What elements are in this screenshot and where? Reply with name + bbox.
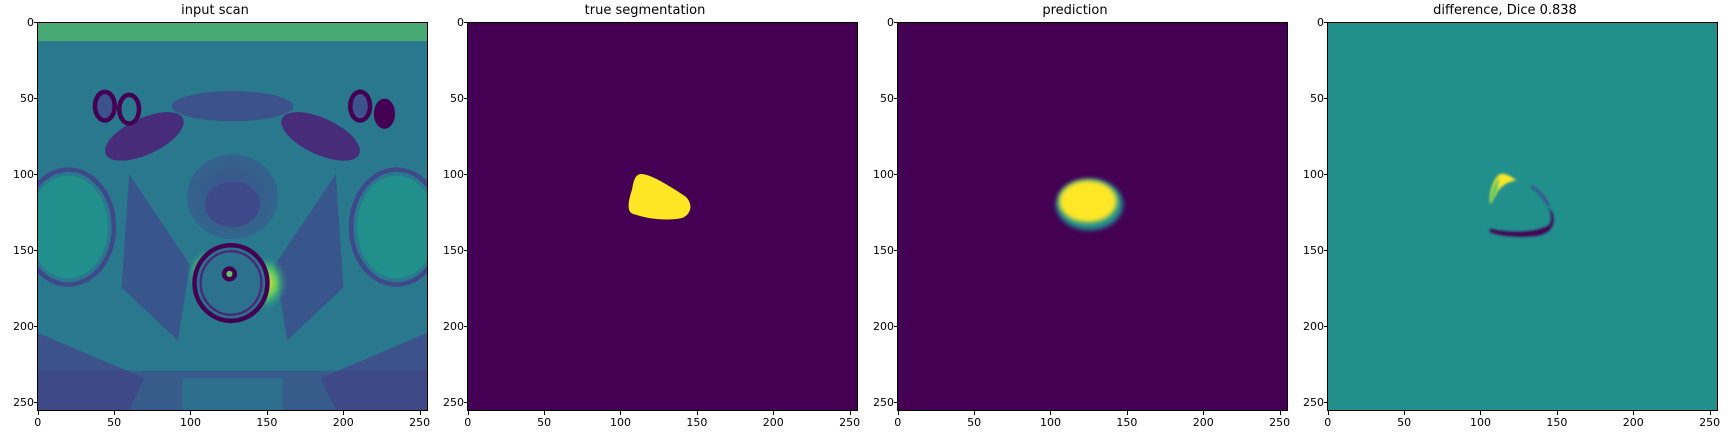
y-tick-label: 100 <box>430 169 468 180</box>
y-tick-label: 250 <box>0 397 38 408</box>
x-tick-label: 200 <box>1183 411 1223 429</box>
x-tick-label: 50 <box>954 411 994 429</box>
y-tick-label: 150 <box>0 245 38 256</box>
panel-true-segmentation: true segmentation 0 50 100 150 200 250 0 50 100… <box>430 0 860 432</box>
difference-image <box>1327 22 1718 411</box>
y-tick-label: 250 <box>430 397 468 408</box>
x-tick-label: 0 <box>448 411 488 429</box>
y-tick-label: 100 <box>860 169 898 180</box>
x-tick-label: 50 <box>94 411 134 429</box>
x-tick-label: 0 <box>18 411 58 429</box>
panel-title: true segmentation <box>584 3 706 18</box>
x-tick-label: 100 <box>600 411 640 429</box>
true-mask-image <box>467 22 858 411</box>
y-tick-label: 0 <box>860 17 898 28</box>
x-tick-label: 150 <box>1537 411 1577 429</box>
true-mask-graphic <box>468 23 857 410</box>
y-tick-label: 50 <box>860 93 898 104</box>
x-tick-label: 100 <box>1030 411 1070 429</box>
y-tick-label: 0 <box>0 17 38 28</box>
x-tick-label: 0 <box>1308 411 1348 429</box>
y-tick-label: 100 <box>1290 169 1328 180</box>
scan-image <box>37 22 428 411</box>
x-tick-label: 100 <box>170 411 210 429</box>
x-tick-label: 150 <box>1107 411 1147 429</box>
y-tick-label: 200 <box>0 321 38 332</box>
panel-prediction: prediction 0 50 100 150 200 250 0 50 100 150 200 2… <box>860 0 1290 432</box>
y-tick-label: 50 <box>0 93 38 104</box>
y-tick-label: 250 <box>860 397 898 408</box>
y-tick-label: 150 <box>1290 245 1328 256</box>
y-tick-label: 100 <box>0 169 38 180</box>
panel-input-scan: input scan <box>0 0 430 432</box>
x-tick-label: 150 <box>677 411 717 429</box>
y-tick-label: 200 <box>1290 321 1328 332</box>
panel-title: difference, Dice 0.838 <box>1433 3 1577 18</box>
x-tick-label: 250 <box>1260 411 1300 429</box>
x-tick-label: 0 <box>878 411 918 429</box>
x-tick-label: 50 <box>1384 411 1424 429</box>
y-tick-label: 250 <box>1290 397 1328 408</box>
y-tick-label: 200 <box>860 321 898 332</box>
x-tick-label: 100 <box>1460 411 1500 429</box>
x-tick-label: 200 <box>1613 411 1653 429</box>
y-tick-label: 0 <box>430 17 468 28</box>
x-tick-label: 200 <box>323 411 363 429</box>
y-tick-label: 200 <box>430 321 468 332</box>
x-tick-label: 150 <box>247 411 287 429</box>
x-tick-label: 250 <box>830 411 870 429</box>
x-tick-label: 50 <box>524 411 564 429</box>
y-tick-label: 0 <box>1290 17 1328 28</box>
difference-graphic <box>1328 23 1717 410</box>
y-tick-label: 50 <box>430 93 468 104</box>
y-tick-label: 150 <box>860 245 898 256</box>
scan-graphic <box>38 23 427 410</box>
prediction-image <box>897 22 1288 411</box>
panel-title: prediction <box>1042 3 1108 18</box>
panel-difference: difference, Dice 0.838 0 50 100 150 200 250 0… <box>1290 0 1720 432</box>
panel-title: input scan <box>181 3 249 18</box>
x-tick-label: 250 <box>1690 411 1728 429</box>
prediction-graphic <box>898 23 1287 410</box>
x-tick-label: 250 <box>400 411 440 429</box>
y-tick-label: 150 <box>430 245 468 256</box>
y-tick-label: 50 <box>1290 93 1328 104</box>
x-tick-label: 200 <box>753 411 793 429</box>
